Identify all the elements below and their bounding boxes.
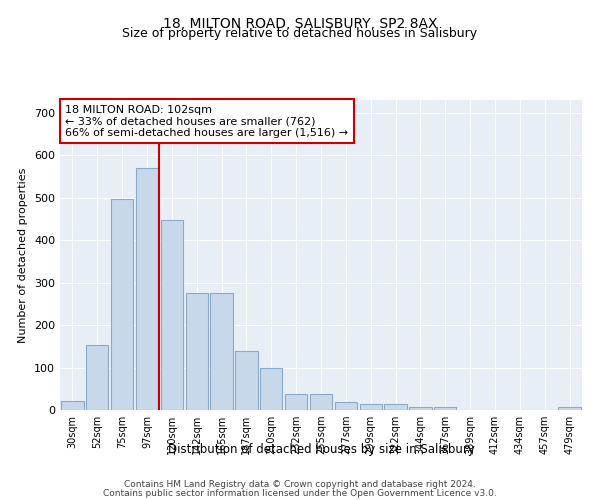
Bar (161, 220, 183, 410)
Text: Contains HM Land Registry data © Crown copyright and database right 2024.: Contains HM Land Registry data © Crown c… (124, 480, 476, 489)
Text: 18 MILTON ROAD: 102sqm
← 33% of detached houses are smaller (762)
66% of semi-de: 18 MILTON ROAD: 102sqm ← 33% of detached… (65, 104, 349, 138)
Bar (260, 368, 283, 410)
Bar (61, 400, 83, 410)
Bar (335, 402, 357, 410)
Bar (185, 293, 208, 410)
Text: Contains public sector information licensed under the Open Government Licence v3: Contains public sector information licen… (103, 489, 497, 498)
Bar (434, 406, 457, 410)
Bar (409, 406, 431, 410)
Bar (86, 346, 109, 410)
Y-axis label: Number of detached properties: Number of detached properties (19, 168, 28, 342)
Bar (211, 293, 233, 410)
Text: 18, MILTON ROAD, SALISBURY, SP2 8AX: 18, MILTON ROAD, SALISBURY, SP2 8AX (163, 18, 437, 32)
Bar (235, 350, 257, 410)
Bar (285, 394, 307, 410)
Bar (385, 404, 407, 410)
Text: Distribution of detached houses by size in Salisbury: Distribution of detached houses by size … (167, 442, 475, 456)
Bar (359, 404, 382, 410)
Bar (111, 199, 133, 410)
Bar (559, 406, 581, 410)
Bar (310, 394, 332, 410)
Text: Size of property relative to detached houses in Salisbury: Size of property relative to detached ho… (122, 28, 478, 40)
Bar (136, 168, 158, 410)
